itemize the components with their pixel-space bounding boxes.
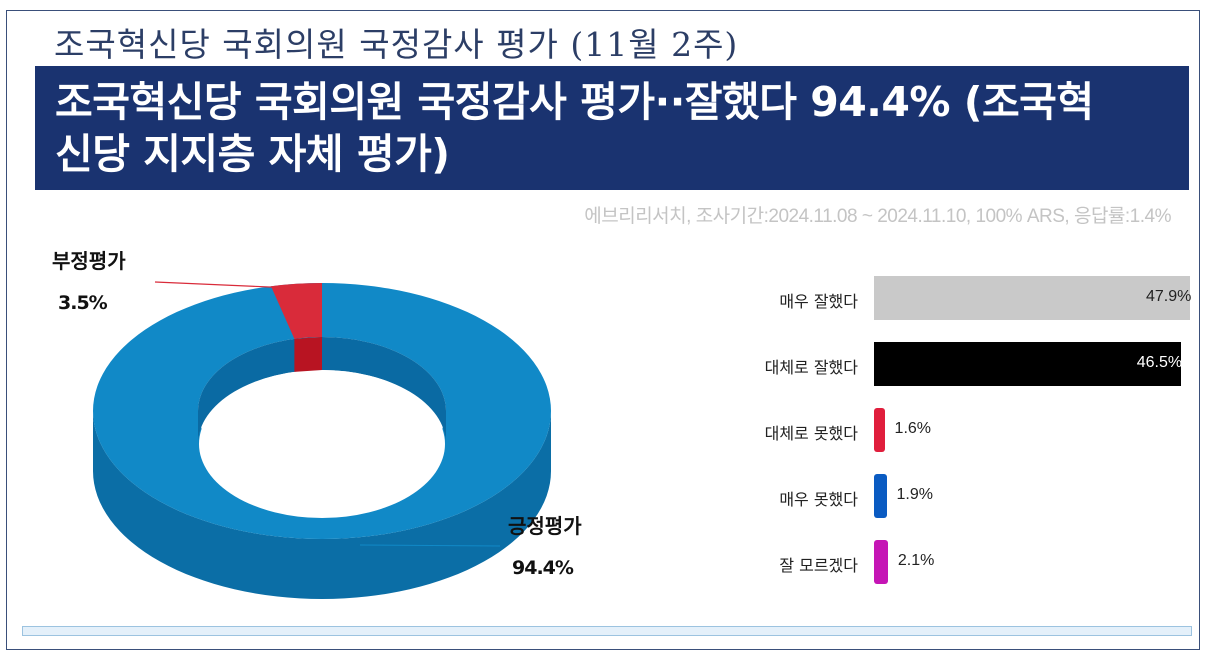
pie-label-negative-name: 부정평가 <box>52 249 126 273</box>
bar-row: 매우 잘했다 47.9% <box>700 276 1192 322</box>
bar-category-label: 대체로 못했다 <box>764 424 858 443</box>
bar-row: 대체로 못했다 1.6% <box>700 408 1190 454</box>
bar-row: 잘 모르겠다 2.1% <box>700 540 1190 586</box>
bar <box>874 540 888 584</box>
bottom-strip <box>22 626 1192 636</box>
bar-category-label: 매우 잘했다 <box>779 292 858 311</box>
pie-label-positive-value: 94.4% <box>512 557 574 579</box>
headline-line-1: 조국혁신당 국회의원 국정감사 평가··잘했다 94.4% (조국혁 <box>55 78 1094 126</box>
bar-value-label: 1.6% <box>894 420 932 437</box>
donut-hole <box>199 370 445 518</box>
donut-slice-negative <box>270 283 322 339</box>
bar-row: 대체로 잘했다 46.5% <box>700 342 1190 388</box>
bar-value-label: 1.9% <box>896 486 933 503</box>
survey-source: 에브리리서치, 조사기간:2024.11.08 ~ 2024.11.10, 10… <box>584 206 1171 227</box>
donut-inner-wall <box>198 337 446 444</box>
donut-slice-negative-depth <box>294 337 322 372</box>
bar <box>874 276 1190 320</box>
bar <box>874 408 885 452</box>
bar <box>874 342 1181 386</box>
page-title: 조국혁신당 국회의원 국정감사 평가 (11월 2주) <box>54 25 739 64</box>
leader-line-negative <box>154 281 276 288</box>
bar-row: 매우 못했다 1.9% <box>700 474 1190 520</box>
donut-chart <box>93 281 551 599</box>
bar-value-label: 2.1% <box>897 552 935 569</box>
headline-line-2: 신당 지지층 자체 평가) <box>55 130 450 178</box>
bar-value-label: 46.5% <box>1136 354 1183 371</box>
bar <box>874 474 887 518</box>
headline-text: 조국혁신당 국회의원 국정감사 평가··잘했다 94.4% (조국혁 신당 지지… <box>55 76 1185 180</box>
headline-banner: 조국혁신당 국회의원 국정감사 평가··잘했다 94.4% (조국혁 신당 지지… <box>35 66 1189 190</box>
bar-value-label: 47.9% <box>1146 288 1192 305</box>
bar-category-label: 매우 못했다 <box>779 490 858 509</box>
pie-label-negative-value: 3.5% <box>58 292 108 314</box>
pie-label-positive-name: 긍정평가 <box>508 514 582 538</box>
bar-category-label: 잘 모르겠다 <box>779 556 858 575</box>
leader-line-positive <box>359 544 501 547</box>
donut-slice-positive <box>93 283 551 539</box>
donut-side-wall <box>93 411 551 599</box>
bar-category-label: 대체로 잘했다 <box>764 358 858 377</box>
